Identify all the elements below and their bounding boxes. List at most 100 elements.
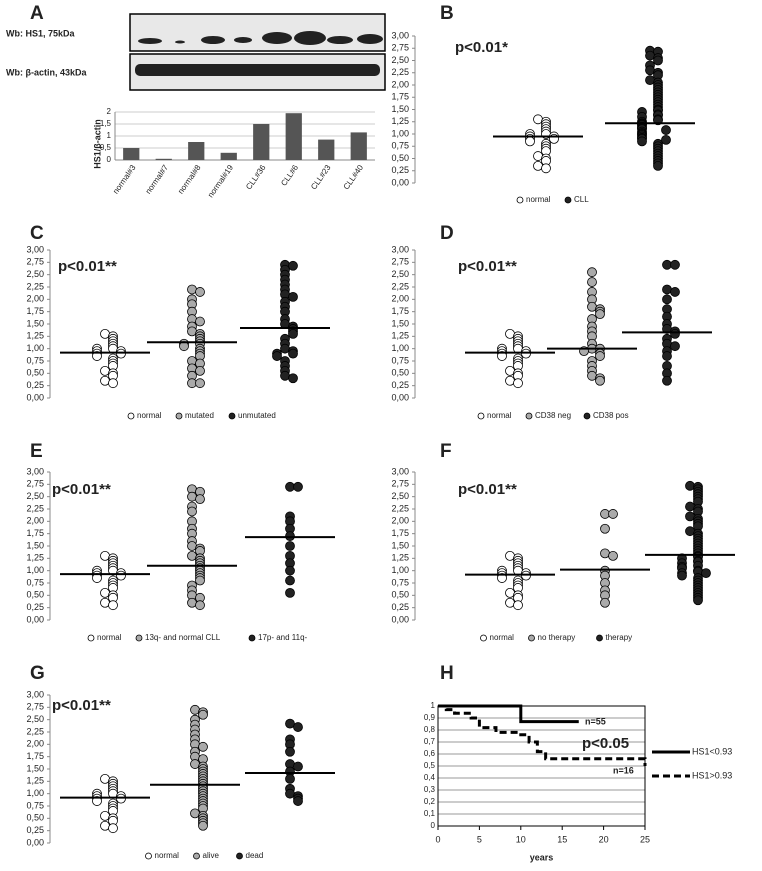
legend-label: no therapy <box>538 633 576 642</box>
y-tick-label: 2 <box>107 107 112 116</box>
band <box>175 40 185 44</box>
legend-marker <box>87 634 95 642</box>
panel-letter: D <box>440 223 454 244</box>
data-point <box>285 587 295 598</box>
y-tick-label: 1,25 <box>391 116 409 126</box>
y-tick-label: 1,00 <box>26 788 44 798</box>
band <box>357 34 383 44</box>
legend-marker <box>480 634 487 642</box>
bar <box>220 152 237 160</box>
y-tick-label: 3,00 <box>391 30 409 40</box>
band <box>262 32 292 44</box>
bar <box>285 113 302 160</box>
data-point <box>600 597 610 608</box>
y-tick-label: 2,25 <box>26 281 44 291</box>
data-point <box>608 509 618 519</box>
band <box>135 64 380 76</box>
legend-marker <box>248 634 256 642</box>
panel-letter: B <box>440 3 454 24</box>
data-point <box>595 309 605 320</box>
y-tick-label: 0,75 <box>26 577 44 587</box>
y-tick-label: 2,75 <box>391 43 409 53</box>
annotation: p<0.01** <box>458 481 517 498</box>
y-tick-label: 0,50 <box>26 368 44 378</box>
legend-label: HS1<0.93 <box>692 746 732 756</box>
y-tick-label: 0,5 <box>424 761 436 770</box>
y-tick-label: 2,75 <box>391 257 409 267</box>
legend-marker <box>127 412 135 420</box>
y-tick-label: 1,75 <box>26 528 44 538</box>
band <box>294 31 326 45</box>
blot-hs1 <box>129 13 386 52</box>
data-point <box>195 600 205 611</box>
y-tick-label: 1 <box>431 701 436 710</box>
legend-marker <box>145 852 152 860</box>
legend-marker <box>135 634 143 642</box>
legend-label: normal <box>137 411 162 420</box>
data-point <box>662 351 672 361</box>
y-tick-label: 1,25 <box>26 331 44 341</box>
blot-label: Wb: HS1, 75kDa <box>6 28 76 38</box>
y-tick-label: 1,75 <box>26 306 44 316</box>
data-point <box>293 796 303 806</box>
legend-marker <box>596 634 603 642</box>
y-tick-label: 0 <box>107 155 112 164</box>
panel-letter: C <box>30 223 44 244</box>
data-point <box>661 125 671 135</box>
data-point <box>662 375 672 386</box>
x-tick-label: 20 <box>599 834 609 844</box>
y-tick-label: 0,4 <box>424 773 436 782</box>
y-tick-label: 0,50 <box>391 590 409 600</box>
y-tick-label: 1,50 <box>26 763 44 773</box>
y-tick-label: 0,6 <box>424 749 436 758</box>
x-tick-label: normal#3 <box>111 163 138 196</box>
y-tick-label: 2,00 <box>26 294 44 304</box>
panel-letter: H <box>440 663 454 684</box>
data-point <box>288 373 298 384</box>
y-tick-label: 0,9 <box>424 713 436 722</box>
y-tick-label: 2,50 <box>391 55 409 65</box>
data-point <box>670 341 680 352</box>
data-point <box>645 65 655 76</box>
annotation: p<0.01** <box>58 258 117 275</box>
legend-label: normal <box>490 633 515 642</box>
y-tick-label: 0,75 <box>391 141 409 151</box>
y-tick-label: 0,00 <box>391 392 409 402</box>
bar <box>123 148 140 160</box>
x-axis-label: years <box>530 852 554 862</box>
y-tick-label: 0,25 <box>391 602 409 612</box>
y-tick-label: 1,50 <box>391 318 409 328</box>
y-tick-label: 2,50 <box>391 269 409 279</box>
y-tick-label: 0,50 <box>391 368 409 378</box>
data-point <box>701 568 711 579</box>
data-point <box>285 746 295 757</box>
data-point <box>693 595 703 606</box>
y-tick-label: 1,50 <box>391 104 409 114</box>
data-point <box>653 55 663 66</box>
x-tick-label: 10 <box>516 834 526 844</box>
legend-label: 17p- and 11q- <box>258 633 308 642</box>
data-point <box>195 365 205 376</box>
x-tick-label: CLL#40 <box>342 163 366 192</box>
y-tick-label: 2,00 <box>26 516 44 526</box>
y-tick-label: 0,3 <box>424 785 436 794</box>
y-tick-label: 0,00 <box>26 837 44 847</box>
data-point <box>195 287 205 297</box>
data-point <box>513 378 523 389</box>
data-point <box>670 328 680 339</box>
band <box>234 37 252 43</box>
legend-label: dead <box>246 851 264 860</box>
y-tick-label: 3,00 <box>391 244 409 254</box>
data-point <box>677 570 687 581</box>
data-point <box>293 481 303 492</box>
y-tick-label: 1,25 <box>391 331 409 341</box>
legend-marker <box>528 634 535 642</box>
data-point <box>608 550 618 561</box>
y-tick-label: 0,75 <box>26 355 44 365</box>
legend-label: CLL <box>574 195 589 204</box>
data-point <box>195 494 205 505</box>
data-point <box>198 709 208 720</box>
data-point <box>108 823 118 834</box>
bar <box>253 124 270 160</box>
